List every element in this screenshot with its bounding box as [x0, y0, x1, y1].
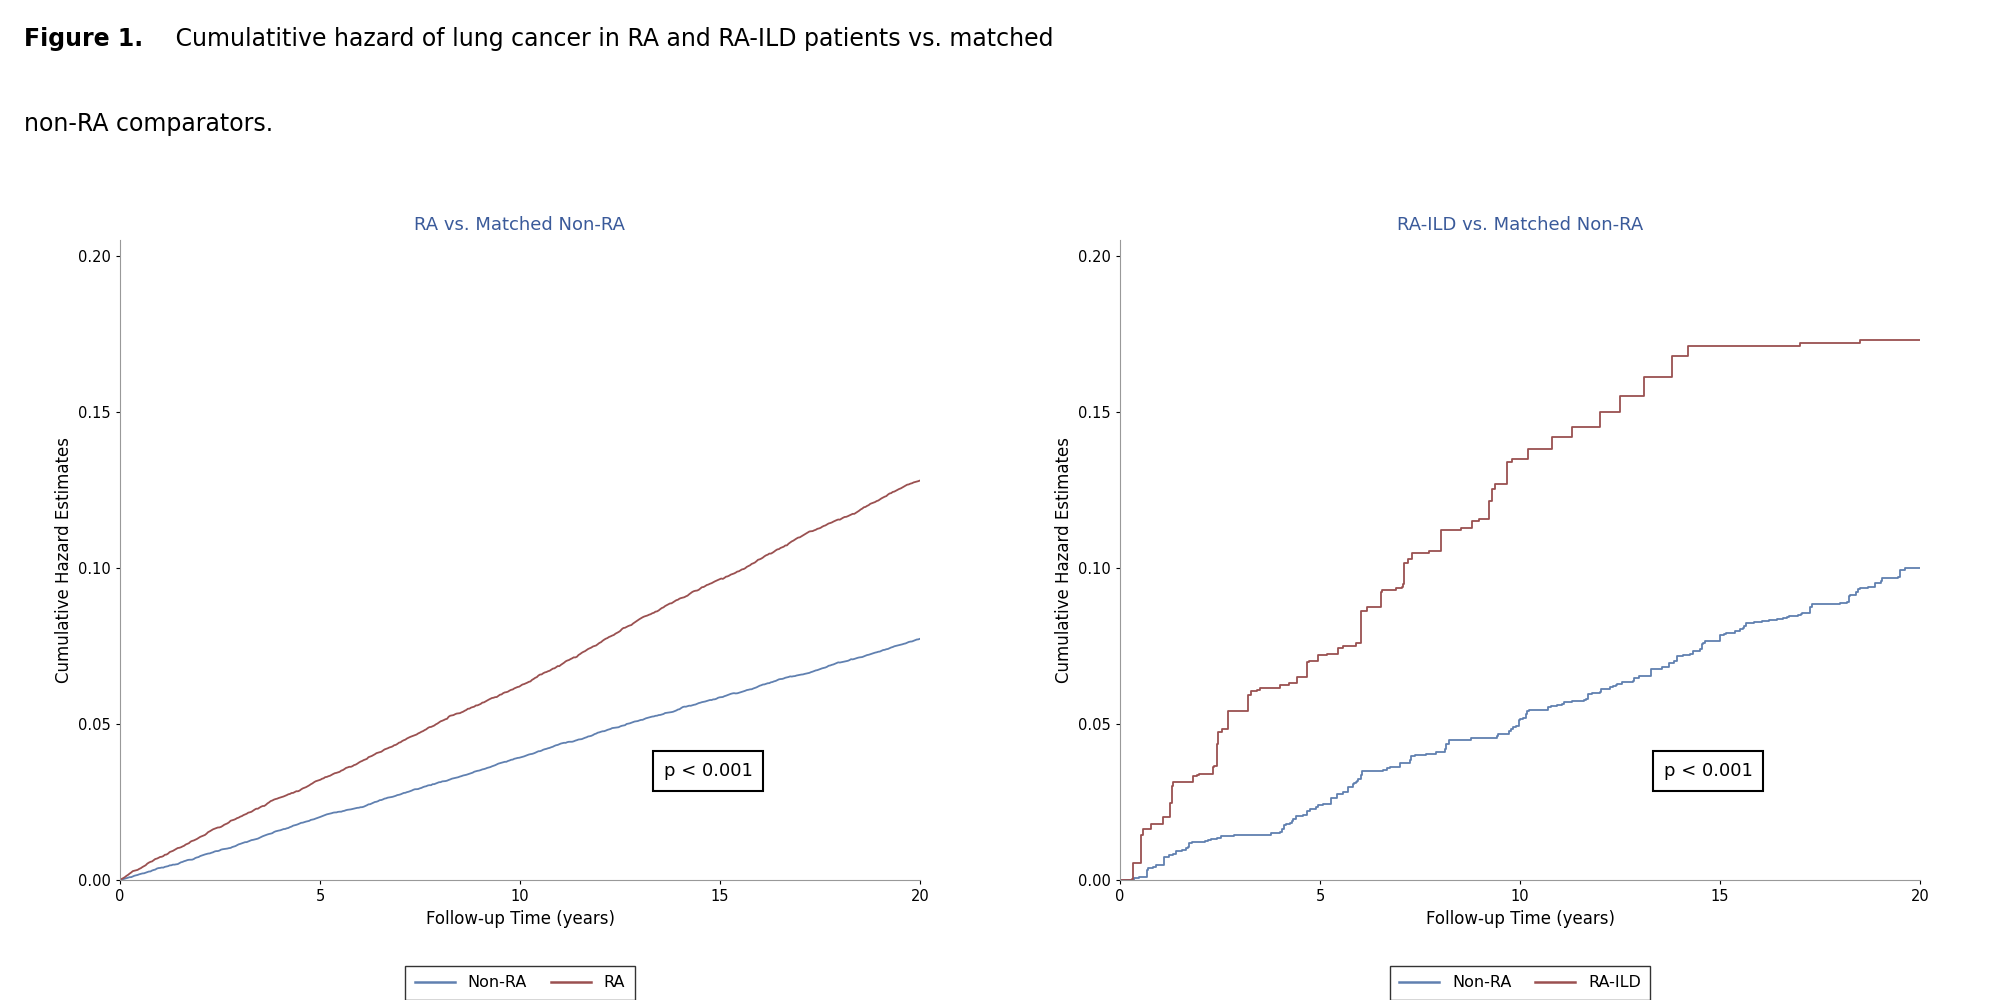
Text: Cumulatitive hazard of lung cancer in RA and RA-ILD patients vs. matched: Cumulatitive hazard of lung cancer in RA… — [168, 27, 1054, 51]
X-axis label: Follow-up Time (years): Follow-up Time (years) — [1426, 910, 1614, 928]
Legend: Non-RA, RA-ILD: Non-RA, RA-ILD — [1390, 966, 1650, 1000]
Y-axis label: Cumulative Hazard Estimates: Cumulative Hazard Estimates — [1054, 437, 1072, 683]
X-axis label: Follow-up Time (years): Follow-up Time (years) — [426, 910, 614, 928]
Title: RA-ILD vs. Matched Non-RA: RA-ILD vs. Matched Non-RA — [1396, 216, 1644, 234]
Text: non-RA comparators.: non-RA comparators. — [24, 112, 274, 136]
Text: Figure 1.: Figure 1. — [24, 27, 144, 51]
Legend: Non-RA, RA: Non-RA, RA — [406, 966, 634, 1000]
Text: p < 0.001: p < 0.001 — [1664, 762, 1752, 780]
Text: p < 0.001: p < 0.001 — [664, 762, 752, 780]
Y-axis label: Cumulative Hazard Estimates: Cumulative Hazard Estimates — [54, 437, 72, 683]
Title: RA vs. Matched Non-RA: RA vs. Matched Non-RA — [414, 216, 626, 234]
